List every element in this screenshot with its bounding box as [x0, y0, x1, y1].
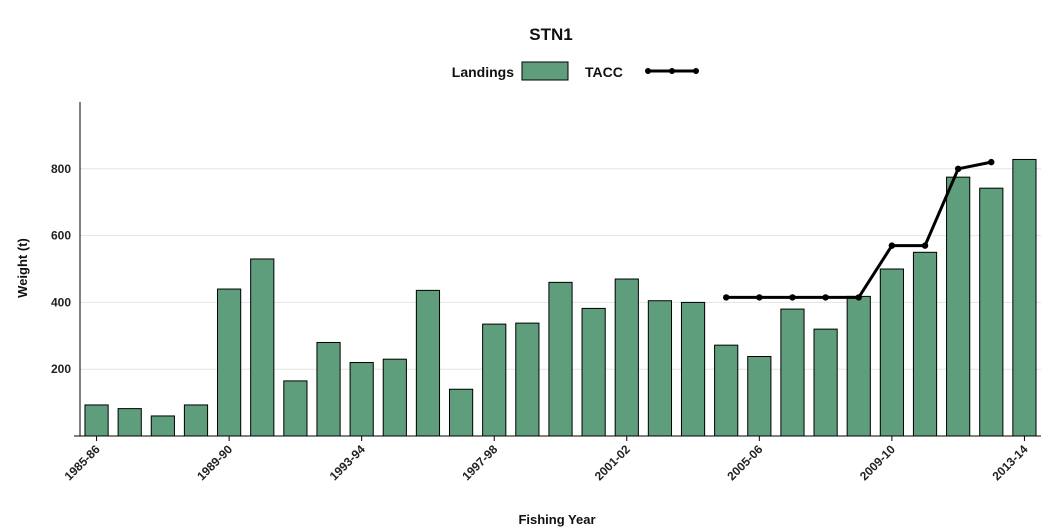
bar-1990-91 — [250, 258, 275, 437]
bar-2009-10 — [879, 268, 904, 437]
bar-1988-89 — [183, 404, 209, 437]
y-tick-label: 600 — [51, 229, 71, 243]
bar-2000-01 — [581, 307, 606, 437]
bar-2010-11 — [912, 251, 938, 437]
x-tick-label: 1985-86 — [62, 442, 103, 483]
tacc-point-2004-05 — [722, 294, 730, 301]
x-tick-label: 2001-02 — [592, 442, 633, 483]
tacc-point-2008-09 — [855, 294, 862, 301]
tacc-point-2007-08 — [822, 294, 829, 301]
bar-1999-00 — [548, 281, 573, 437]
bar-2002-03 — [647, 300, 673, 437]
legend: Landings TACC — [452, 61, 699, 81]
bar-1996-97 — [448, 388, 474, 437]
x-tick-label: 1993-94 — [327, 442, 368, 483]
legend-label-tacc: TACC — [585, 64, 623, 80]
tacc-point-2006-07 — [789, 294, 796, 301]
legend-swatch-tacc — [645, 68, 699, 74]
tacc-point-2010-11 — [921, 242, 929, 249]
bar-1985-86 — [84, 404, 109, 437]
y-tick-label: 800 — [51, 162, 71, 176]
x-axis-title: Fishing Year — [518, 512, 595, 527]
bar-1986-87 — [117, 408, 142, 437]
legend-tacc-marker — [669, 68, 675, 74]
bar-2001-02 — [614, 278, 639, 437]
bar-1992-93 — [316, 341, 341, 437]
x-tick-label: 2009-10 — [857, 442, 898, 483]
x-tick-label: 1989-90 — [194, 442, 235, 483]
y-tick-label: 200 — [51, 362, 71, 376]
bar-1998-99 — [515, 322, 540, 437]
chart-title: STN1 — [529, 25, 572, 44]
bar-2012-13 — [979, 187, 1004, 437]
tacc-point-2011-12 — [954, 165, 962, 172]
bar-1989-90 — [217, 288, 242, 437]
bar-1987-88 — [150, 415, 175, 437]
tacc-point-2009-10 — [888, 242, 896, 249]
bar-1997-98 — [482, 323, 507, 437]
bar-1994-95 — [382, 358, 407, 437]
tacc-series — [722, 158, 995, 301]
legend-tacc-marker — [645, 68, 651, 74]
bar-2007-08 — [813, 328, 838, 437]
bar-2006-07 — [780, 308, 805, 437]
bar-1993-94 — [349, 362, 374, 437]
bar-2013-14 — [1012, 158, 1037, 437]
x-tick-label: 1997-98 — [459, 442, 500, 483]
tacc-point-2012-13 — [988, 158, 995, 166]
legend-swatch-landings — [521, 61, 569, 81]
landings-bars — [84, 158, 1037, 437]
tacc-point-2005-06 — [756, 294, 763, 301]
bar-2003-04 — [680, 301, 706, 437]
legend-label-landings: Landings — [452, 64, 514, 80]
legend-tacc-marker — [693, 68, 699, 74]
x-tick-label: 2013-14 — [990, 442, 1031, 483]
bar-2011-12 — [946, 176, 971, 437]
y-axis-title: Weight (t) — [15, 238, 30, 298]
x-tick-label: 2005-06 — [724, 442, 765, 483]
bar-1995-96 — [415, 289, 441, 437]
bar-2005-06 — [747, 356, 772, 437]
bar-2008-09 — [846, 295, 871, 437]
bar-2004-05 — [714, 344, 739, 437]
y-tick-label: 400 — [51, 295, 71, 309]
bar-1991-92 — [283, 380, 308, 437]
